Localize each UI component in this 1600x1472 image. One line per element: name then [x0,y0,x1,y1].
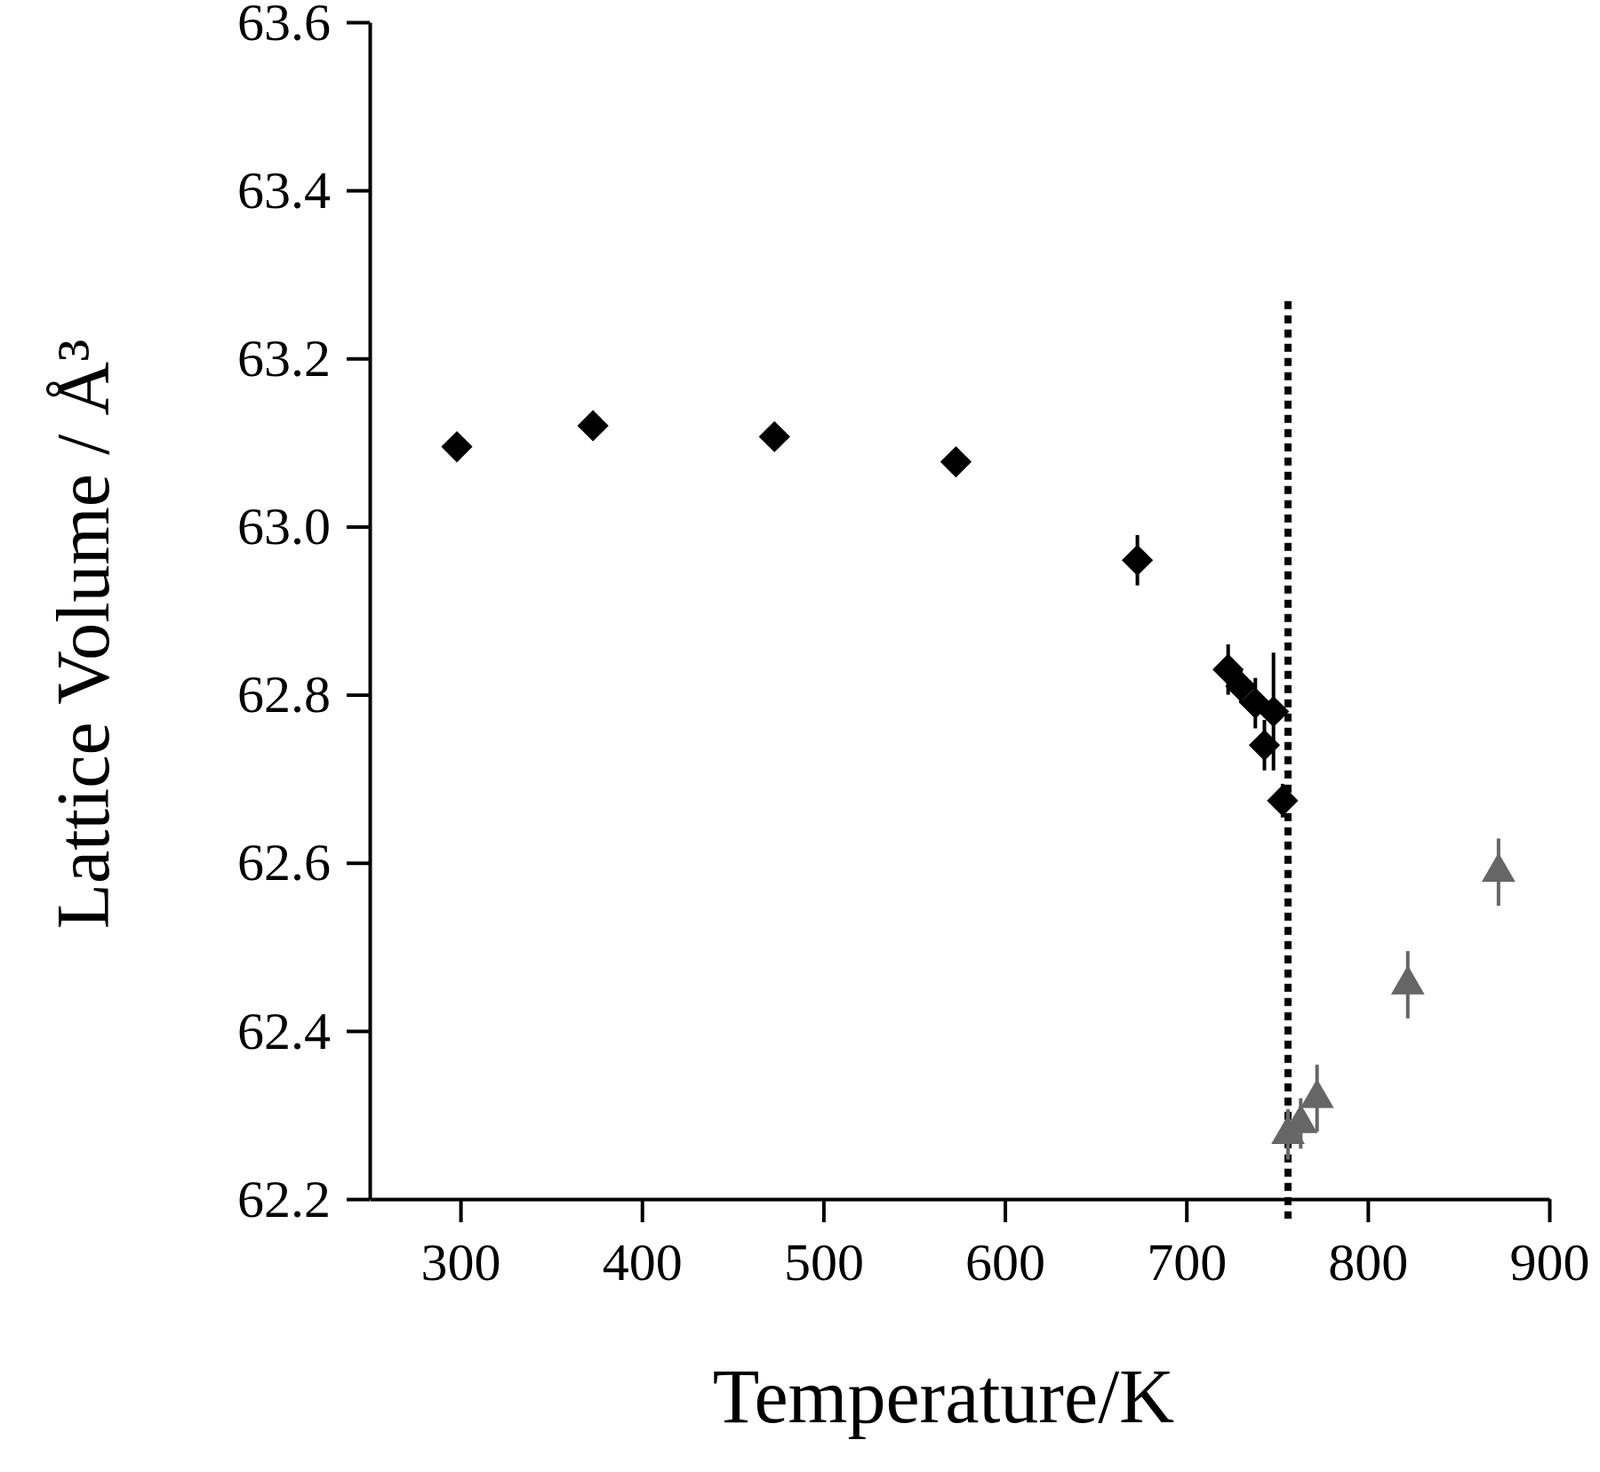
x-tick-label: 300 [421,1232,502,1292]
y-tick: 63.6 [237,0,370,52]
x-tick-mark [1548,1199,1552,1223]
y-tick-label: 62.2 [237,1169,331,1229]
x-tick: 600 [965,1199,1046,1292]
y-tick: 63.0 [237,496,370,556]
y-tick: 63.4 [237,160,370,220]
y-axis-title: Lattice Volume / Å³ [41,339,125,930]
y-axis: 62.2 62.4 62.6 62.8 63.0 63.2 63.4 63.6 [237,0,371,1229]
point [440,431,472,463]
x-tick-mark [459,1199,464,1223]
chart: 300 400 500 600 700 800 900 62.2 62.4 62.6 62.8 63.… [0,0,1600,1472]
x-tick: 300 [421,1199,502,1292]
y-tick-label: 63.0 [237,496,331,556]
x-tick-mark [640,1199,645,1223]
x-axis-title: Temperature/K [712,1353,1175,1440]
series [1271,838,1516,1160]
point [1266,784,1298,816]
point [940,446,972,478]
x-tick-mark [1366,1199,1370,1223]
x-tick-mark [1003,1199,1008,1223]
point [577,409,609,441]
y-tick: 62.6 [237,832,370,892]
plot: 300 400 500 600 700 800 900 62.2 62.4 62.6 62.8 63.… [237,0,1591,1292]
y-tick-mark [346,861,370,865]
y-tick-label: 62.4 [237,1001,331,1061]
y-axis-line [368,23,373,1200]
point [759,421,791,453]
x-tick-label: 700 [1146,1232,1227,1292]
point [1300,1079,1335,1109]
y-tick: 63.2 [237,328,370,388]
y-tick-mark [346,357,370,361]
x-axis-line [370,1198,1551,1202]
x-tick-mark [822,1199,826,1223]
x-tick-label: 500 [784,1232,864,1292]
point [1248,729,1280,761]
x-tick-label: 400 [602,1232,683,1292]
x-tick: 800 [1328,1199,1408,1292]
x-tick-mark [1184,1199,1189,1223]
y-tick-mark [346,189,370,193]
point [1121,544,1153,576]
y-tick-label: 63.2 [237,328,331,388]
y-tick-mark [346,21,370,25]
x-tick-label: 900 [1510,1232,1591,1292]
x-tick: 500 [784,1199,864,1292]
y-tick-mark [346,1198,370,1202]
y-tick-label: 62.8 [237,664,331,724]
y-tick-mark [346,693,370,697]
y-tick-mark [346,1029,370,1033]
x-tick: 400 [602,1199,683,1292]
x-tick-label: 600 [965,1232,1046,1292]
y-tick: 62.4 [237,1001,370,1061]
reference-line [1284,301,1292,1219]
y-tick-mark [346,525,370,529]
y-tick-label: 63.4 [237,160,331,220]
y-tick-label: 62.6 [237,832,331,892]
x-tick: 900 [1510,1199,1591,1292]
point [1257,696,1289,728]
y-tick: 62.8 [237,664,370,724]
y-tick: 62.2 [237,1169,370,1229]
x-tick-label: 800 [1328,1232,1408,1292]
y-tick-label: 63.6 [237,0,331,52]
series [440,409,1298,817]
point [1481,852,1516,882]
x-tick: 700 [1146,1199,1227,1292]
point [1391,965,1425,995]
point [1283,1104,1318,1134]
marks [440,409,1515,1160]
x-axis: 300 400 500 600 700 800 900 [370,1199,1591,1292]
